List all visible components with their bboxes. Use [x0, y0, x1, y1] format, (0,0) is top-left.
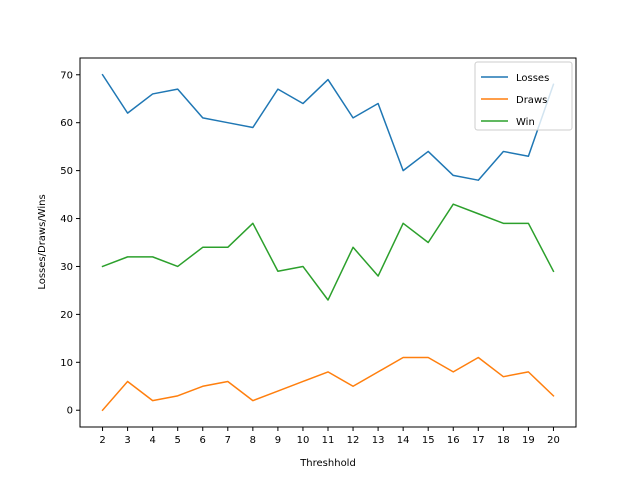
x-tick-label: 13 — [372, 435, 385, 446]
x-tick-label: 15 — [422, 435, 435, 446]
y-axis-label: Losses/Draws/Wins — [37, 194, 48, 289]
x-tick-label: 5 — [175, 435, 181, 446]
x-tick-label: 3 — [124, 435, 130, 446]
legend-label-draws: Draws — [516, 95, 547, 106]
y-tick-label: 50 — [60, 166, 73, 177]
series-line-losses — [101, 73, 555, 181]
legend-box — [474, 61, 573, 131]
series-line-draws — [101, 356, 555, 412]
legend: Losses Draws Win — [474, 61, 573, 131]
plot-area — [101, 73, 555, 412]
y-tick-label: 0 — [67, 406, 73, 417]
x-axis: 2 3 4 5 6 7 8 9 10 11 12 13 14 15 16 17 18 19 20 — [99, 427, 560, 446]
x-axis-label: Threshhold — [299, 458, 356, 469]
x-tick-label: 12 — [347, 435, 360, 446]
x-tick-label: 14 — [397, 435, 410, 446]
y-tick-label: 10 — [60, 358, 73, 369]
y-tick-label: 70 — [60, 70, 73, 81]
x-tick-label: 9 — [275, 435, 281, 446]
legend-label-losses: Losses — [516, 73, 549, 84]
x-tick-label: 17 — [472, 435, 485, 446]
x-tick-label: 4 — [149, 435, 155, 446]
x-tick-label: 6 — [200, 435, 206, 446]
x-tick-label: 18 — [497, 435, 510, 446]
x-tick-label: 16 — [447, 435, 460, 446]
x-tick-label: 10 — [297, 435, 310, 446]
x-tick-label: 19 — [522, 435, 535, 446]
x-tick-label: 7 — [225, 435, 231, 446]
y-tick-label: 60 — [60, 118, 73, 129]
x-tick-label: 20 — [547, 435, 560, 446]
series-line-win — [101, 203, 555, 301]
y-axis: 0 10 20 30 40 50 60 70 — [60, 70, 80, 417]
legend-label-win: Win — [516, 117, 535, 128]
x-tick-label: 2 — [99, 435, 105, 446]
y-tick-label: 30 — [60, 262, 73, 273]
y-tick-label: 40 — [60, 214, 73, 225]
x-tick-label: 8 — [250, 435, 256, 446]
x-tick-label: 11 — [322, 435, 335, 446]
y-tick-label: 20 — [60, 310, 73, 321]
